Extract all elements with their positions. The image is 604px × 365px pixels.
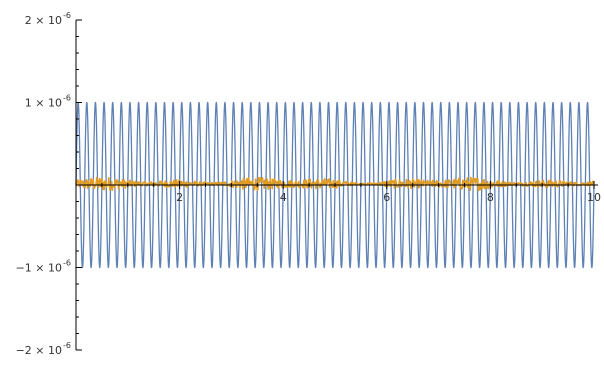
x-tick-label: 2 [176,191,183,204]
y-tick-exponent: -6 [63,259,71,268]
y-tick-label: −2 × 10 [16,344,62,357]
y-tick-label: −1 × 10 [16,262,62,275]
x-tick-label: 10 [587,191,601,204]
y-tick-label: 2 × 10 [25,14,62,27]
x-tick-label: 4 [280,191,287,204]
x-tick-label: 8 [487,191,494,204]
y-tick-label: 1 × 10 [25,97,62,110]
axes-layer [75,20,598,350]
y-tick-exponent: -6 [63,94,71,103]
y-tick-exponent: -6 [63,341,71,350]
y-tick-exponent: -6 [63,11,71,20]
x-tick-label: 6 [383,191,390,204]
ticks-layer: 2 4 6 8 102 × 10 -61 × 10 -6−1 × 10 -6−2 × 10 -6 [16,11,601,357]
